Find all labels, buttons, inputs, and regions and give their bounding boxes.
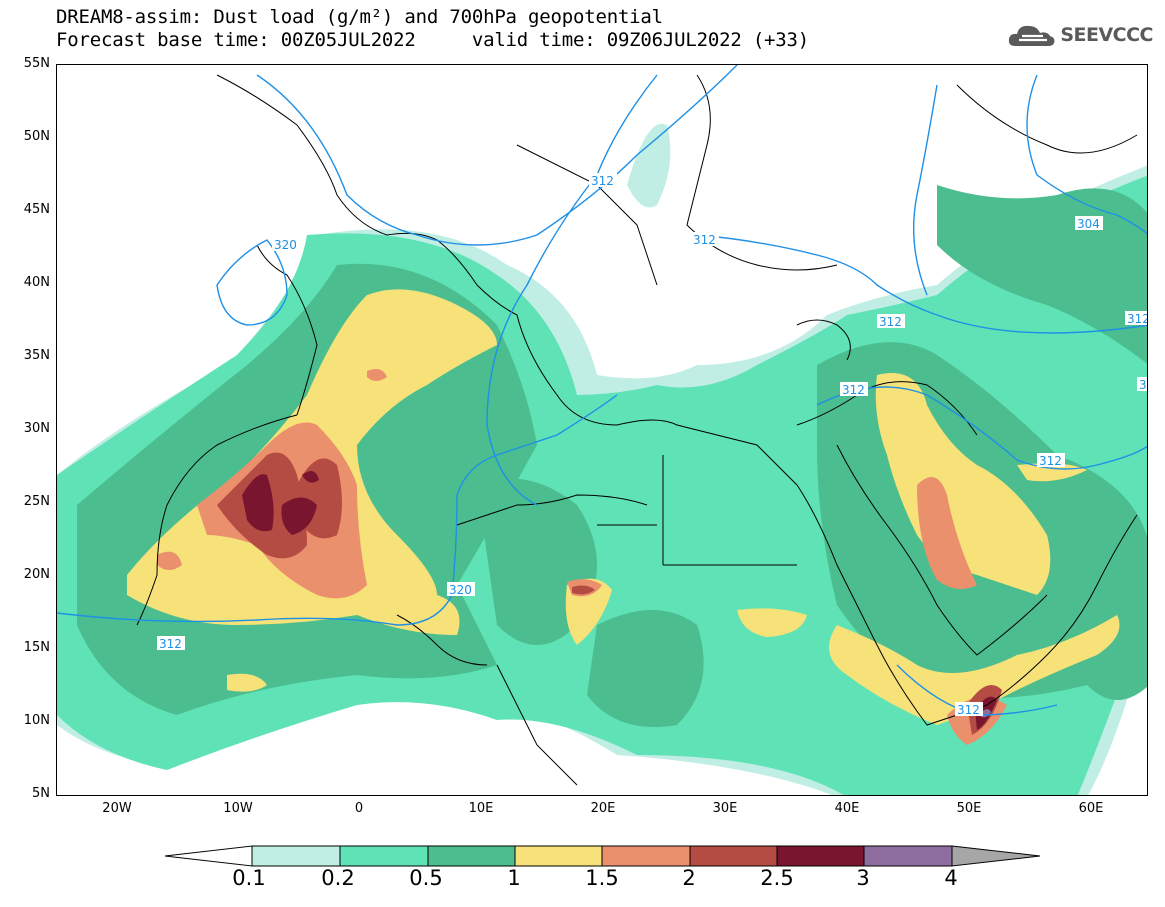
map-title: DREAM8-assim: Dust load (g/m²) and 700hP…	[56, 6, 663, 28]
colorbar-tick: 1	[507, 866, 521, 890]
lon-label: 30E	[712, 801, 738, 816]
dust-2.5-area	[302, 471, 319, 483]
contour-label: 312	[957, 703, 980, 717]
lat-label: 15N	[23, 640, 50, 655]
seevccc-logo: SEEVCCC	[1007, 22, 1153, 48]
colorbar-swatch	[601, 845, 691, 867]
coastlines	[136, 74, 1138, 786]
dust-2-area	[572, 585, 595, 595]
colorbar-swatch	[427, 845, 516, 867]
lon-label: 20W	[102, 801, 132, 816]
dust-1-area	[227, 673, 267, 692]
map-canvas: 312 320 312 312 312 312 312 304 312 312 …	[57, 65, 1148, 795]
colorbar-swatch	[863, 845, 953, 867]
lon-label: 20E	[590, 801, 616, 816]
colorbar-swatch	[514, 845, 603, 867]
dust-1-area	[875, 373, 1051, 595]
lon-label: 10W	[223, 801, 253, 816]
lat-label: 55N	[23, 56, 50, 71]
lon-label: 40E	[834, 801, 860, 816]
colorbar-tick: 1.5	[585, 866, 619, 890]
dust-2.5-area	[242, 474, 274, 532]
colorbar-tick: 2.5	[760, 866, 794, 890]
colorbar-swatch	[776, 845, 865, 867]
dust-1-area	[1017, 463, 1087, 482]
contour-label: 312	[1127, 312, 1148, 326]
lon-label: 10E	[468, 801, 494, 816]
contour-label: 3	[1139, 378, 1147, 392]
dust-1-area	[737, 608, 807, 637]
dust-shading	[57, 123, 1147, 795]
contour-label: 320	[274, 238, 297, 252]
contour-label: 312	[159, 637, 182, 651]
contour-label: 312	[591, 174, 614, 188]
map-subtitle-times: Forecast base time: 00Z05JUL2022 valid t…	[56, 29, 810, 51]
dust-1.5-area	[917, 477, 977, 589]
lat-label: 5N	[32, 786, 50, 801]
contour-label: 312	[1039, 454, 1062, 468]
contour-label: 312	[879, 315, 902, 329]
dust-1-area	[829, 615, 1120, 725]
cloud-icon	[1009, 25, 1055, 46]
lat-label: 50N	[23, 129, 50, 144]
contour-label: 304	[1077, 217, 1100, 231]
contour-label: 320	[449, 583, 472, 597]
colorbar-tick: 0.5	[409, 866, 443, 890]
colorbar-tick: 4	[944, 866, 958, 890]
lat-label: 30N	[23, 421, 50, 436]
contour-label: 312	[693, 233, 716, 247]
lat-label: 35N	[23, 348, 50, 363]
lon-label: 0	[354, 801, 364, 816]
colorbar-swatch	[689, 845, 778, 867]
dust-load-map: 312 320 312 312 312 312 312 304 312 312 …	[56, 64, 1148, 796]
geopotential-contours	[57, 65, 1147, 716]
colorbar-tick: 3	[856, 866, 870, 890]
lon-label: 50E	[956, 801, 982, 816]
lat-label: 40N	[23, 275, 50, 290]
colorbar-tick: 0.2	[321, 866, 355, 890]
dust-1.5-area	[157, 551, 182, 570]
lat-label: 45N	[23, 202, 50, 217]
colorbar-tick: 2	[682, 866, 696, 890]
dust-2.5-area	[281, 497, 317, 535]
lat-label: 25N	[23, 494, 50, 509]
colorbar-swatch	[251, 845, 341, 867]
contour-label: 312	[842, 383, 865, 397]
lat-label: 10N	[23, 713, 50, 728]
dust-0.1-area	[627, 123, 671, 208]
dust-1.5-area	[367, 369, 387, 381]
dust-0.5-area	[587, 610, 704, 727]
lat-label: 20N	[23, 567, 50, 582]
logo-text: SEEVCCC	[1060, 24, 1153, 46]
colorbar	[164, 845, 1041, 867]
colorbar-tick: 0.1	[232, 866, 266, 890]
lon-label: 60E	[1078, 801, 1104, 816]
colorbar-swatch	[339, 845, 429, 867]
